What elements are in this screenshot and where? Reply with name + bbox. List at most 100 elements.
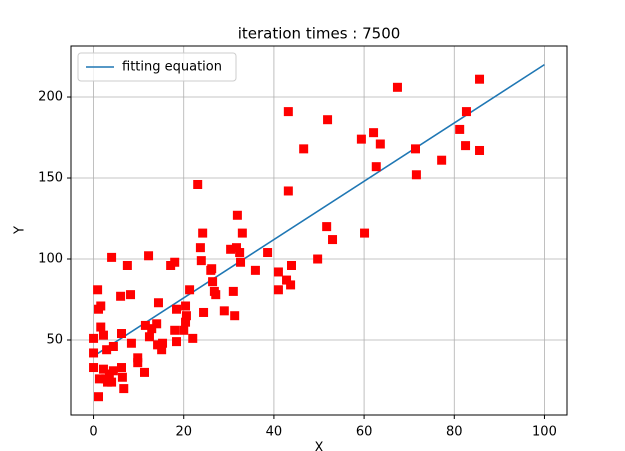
point [461, 107, 471, 117]
x-tick-label: 0 [89, 425, 97, 440]
point [235, 248, 245, 258]
point [356, 134, 366, 144]
point [226, 244, 236, 254]
point [93, 285, 103, 295]
point [208, 277, 218, 287]
point [140, 320, 150, 330]
point [153, 340, 163, 350]
point [283, 107, 293, 117]
legend-label: fitting equation [122, 60, 222, 75]
point [313, 254, 323, 264]
point [126, 290, 136, 300]
x-tick-label: 60 [356, 425, 373, 440]
point [328, 235, 338, 245]
point [230, 311, 240, 321]
point [228, 286, 238, 296]
point [198, 228, 208, 238]
point [89, 333, 99, 343]
point [250, 265, 260, 275]
point [455, 124, 465, 134]
point [199, 307, 209, 317]
point [133, 358, 143, 368]
point [117, 372, 127, 382]
point [263, 248, 273, 258]
point [153, 298, 163, 308]
point [299, 144, 309, 154]
point [236, 257, 246, 267]
point [89, 348, 99, 358]
y-tick-label: 100 [38, 252, 63, 267]
y-axis-label: Y [13, 226, 28, 235]
point [283, 186, 293, 196]
legend-box [77, 52, 237, 82]
point [133, 353, 143, 363]
point [323, 115, 333, 125]
point [273, 285, 283, 295]
point [196, 256, 206, 266]
point [369, 128, 379, 138]
point [107, 252, 117, 262]
point [139, 367, 149, 377]
point [360, 228, 370, 238]
y-tick-label: 150 [38, 171, 63, 186]
point [94, 374, 104, 384]
point [122, 260, 132, 270]
point [475, 74, 485, 84]
y-tick-label: 50 [46, 333, 63, 348]
x-tick-label: 80 [446, 425, 463, 440]
point [273, 267, 283, 277]
point [232, 210, 242, 220]
point [89, 363, 99, 373]
point [181, 317, 191, 327]
point [96, 322, 106, 332]
point [158, 338, 168, 348]
y-tick-label: 200 [38, 90, 63, 105]
point [98, 364, 108, 374]
point [211, 290, 221, 300]
point [108, 341, 118, 351]
point [193, 179, 203, 189]
point [144, 251, 154, 261]
point [94, 392, 104, 402]
x-axis-label: X [315, 441, 324, 451]
point [107, 377, 117, 387]
point [231, 243, 241, 253]
point [475, 145, 485, 155]
point [170, 325, 180, 335]
point [282, 275, 292, 285]
point [172, 337, 182, 347]
point [207, 264, 217, 274]
point [188, 333, 198, 343]
point [108, 366, 118, 376]
point [117, 363, 127, 373]
point [102, 345, 112, 355]
point [371, 162, 381, 172]
point [152, 319, 162, 329]
point [96, 301, 106, 311]
point [147, 324, 157, 334]
point [185, 285, 195, 295]
point [157, 345, 167, 355]
point [181, 301, 191, 311]
point [117, 329, 127, 339]
point [461, 141, 471, 151]
x-tick-label: 40 [266, 425, 283, 440]
x-tick-label: 100 [532, 425, 557, 440]
point [179, 325, 189, 335]
point [195, 243, 205, 253]
point [116, 291, 126, 301]
point [286, 260, 296, 270]
point [98, 330, 108, 340]
point [437, 155, 447, 165]
point [219, 306, 229, 316]
plot-frame [70, 45, 568, 416]
point [237, 228, 247, 238]
point [410, 144, 420, 154]
x-tick-label: 20 [175, 425, 192, 440]
chart-title: iteration times : 7500 [238, 25, 401, 43]
point [322, 222, 332, 232]
point [411, 170, 421, 180]
point [119, 384, 129, 394]
point [144, 332, 154, 342]
